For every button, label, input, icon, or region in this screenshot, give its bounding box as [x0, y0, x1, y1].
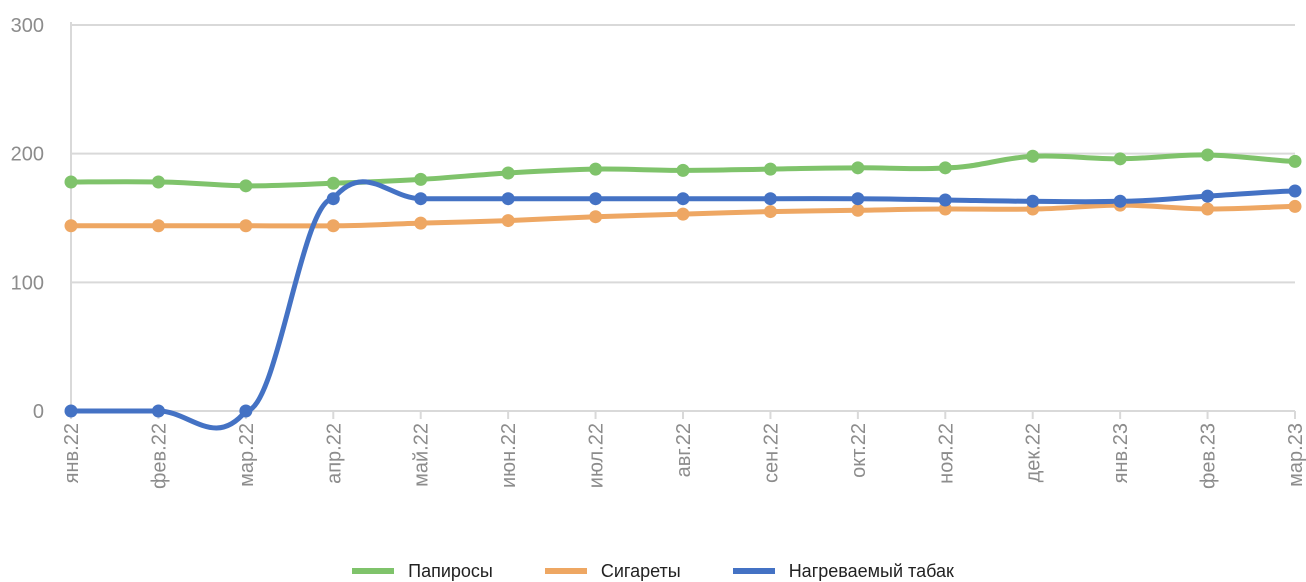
x-tick-label: авг.22 [673, 423, 695, 477]
data-point-series-1 [64, 219, 78, 233]
data-point-series-0 [763, 162, 777, 176]
legend-item-papirosy: Папиросы [352, 561, 493, 582]
x-tick-label: мар.22 [236, 423, 258, 487]
data-point-series-2 [1026, 194, 1040, 208]
data-point-series-0 [326, 176, 340, 190]
legend-label-papirosy: Папиросы [408, 560, 493, 581]
legend: Папиросы Сигареты Нагреваемый табак [0, 560, 1306, 582]
y-tick-label: 0 [33, 401, 44, 423]
data-point-series-2 [501, 192, 515, 206]
data-point-series-1 [501, 214, 515, 228]
data-point-series-1 [326, 219, 340, 233]
legend-swatch-sigarety [544, 568, 587, 574]
data-point-series-0 [1026, 149, 1040, 163]
legend-swatch-heated-tobacco [732, 568, 775, 574]
x-tick-label: апр.22 [323, 423, 345, 484]
data-point-series-1 [938, 202, 952, 216]
x-tick-label: дек.22 [1023, 423, 1045, 482]
data-point-series-0 [414, 172, 428, 186]
data-point-series-0 [938, 161, 952, 175]
x-tick-label: сен.22 [760, 423, 782, 483]
y-tick-label: 100 [11, 272, 44, 294]
data-point-series-2 [326, 192, 340, 206]
x-tick-labels: янв.22 фев.22 мар.22 апр.22 май.22 июн.22 июл.… [61, 423, 1306, 489]
data-point-series-0 [151, 175, 165, 189]
legend-swatch-papirosy [352, 568, 395, 574]
legend-label-sigarety: Сигареты [600, 560, 681, 581]
data-point-series-2 [64, 404, 78, 418]
series-line-2 [68, 179, 1298, 431]
data-point-series-0 [1288, 154, 1302, 168]
data-point-series-2 [239, 404, 253, 418]
data-point-series-0 [676, 163, 690, 177]
data-point-series-1 [763, 205, 777, 219]
data-point-series-2 [151, 404, 165, 418]
data-point-series-1 [414, 216, 428, 230]
data-point-series-2 [938, 193, 952, 207]
x-tick-label: ноя.22 [935, 423, 957, 484]
data-point-series-2 [414, 192, 428, 206]
data-point-series-1 [676, 207, 690, 221]
data-point-series-1 [589, 210, 603, 224]
data-point-series-0 [1113, 152, 1127, 166]
data-point-series-2 [1113, 194, 1127, 208]
data-point-series-2 [589, 192, 603, 206]
legend-item-heated-tobacco: Нагреваемый табак [732, 560, 954, 582]
legend-item-sigarety: Сигареты [544, 560, 681, 582]
data-point-series-2 [1201, 189, 1215, 203]
x-tick-label: май.22 [411, 423, 433, 487]
legend-label-heated-tobacco: Нагреваемый табак [788, 560, 954, 581]
data-point-series-0 [589, 162, 603, 176]
data-point-series-2 [851, 192, 865, 206]
data-point-series-2 [763, 192, 777, 206]
data-point-series-1 [1201, 202, 1215, 216]
x-tick-label: янв.22 [61, 423, 83, 483]
x-tick-label: мар.23 [1285, 423, 1306, 487]
x-tick-label: окт.22 [848, 423, 870, 478]
data-point-series-0 [64, 175, 78, 189]
data-point-series-2 [1288, 184, 1302, 198]
y-tick-label: 200 [11, 144, 44, 166]
x-tick-label: фев.23 [1198, 423, 1220, 489]
x-tick-label: фев.22 [148, 423, 170, 489]
data-point-series-0 [239, 179, 253, 193]
data-point-series-0 [851, 161, 865, 175]
data-point-series-2 [676, 192, 690, 206]
data-point-series-1 [239, 219, 253, 233]
data-point-series-1 [851, 203, 865, 217]
x-tick-label: янв.23 [1110, 423, 1132, 483]
data-point-series-1 [1288, 199, 1302, 213]
data-point-series-1 [151, 219, 165, 233]
data-point-series-0 [501, 166, 515, 180]
x-tick-label: июл.22 [586, 423, 608, 488]
x-tick-label: июн.22 [498, 423, 520, 488]
data-point-series-0 [1201, 148, 1215, 162]
data-points [64, 148, 1302, 418]
y-tick-labels: 0 100 200 300 [11, 15, 44, 423]
y-tick-label: 300 [11, 15, 44, 37]
